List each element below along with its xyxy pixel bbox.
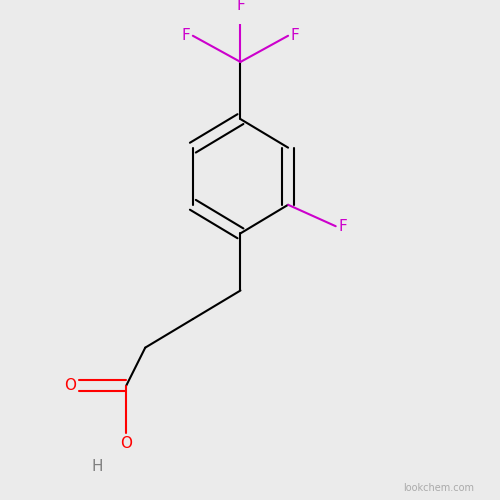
Text: F: F [182, 28, 190, 44]
Text: H: H [92, 458, 104, 473]
Text: F: F [338, 218, 347, 234]
Text: O: O [64, 378, 76, 393]
Text: F: F [290, 28, 299, 44]
Text: F: F [236, 0, 245, 13]
Text: O: O [120, 436, 132, 450]
Text: lookchem.com: lookchem.com [403, 483, 474, 493]
